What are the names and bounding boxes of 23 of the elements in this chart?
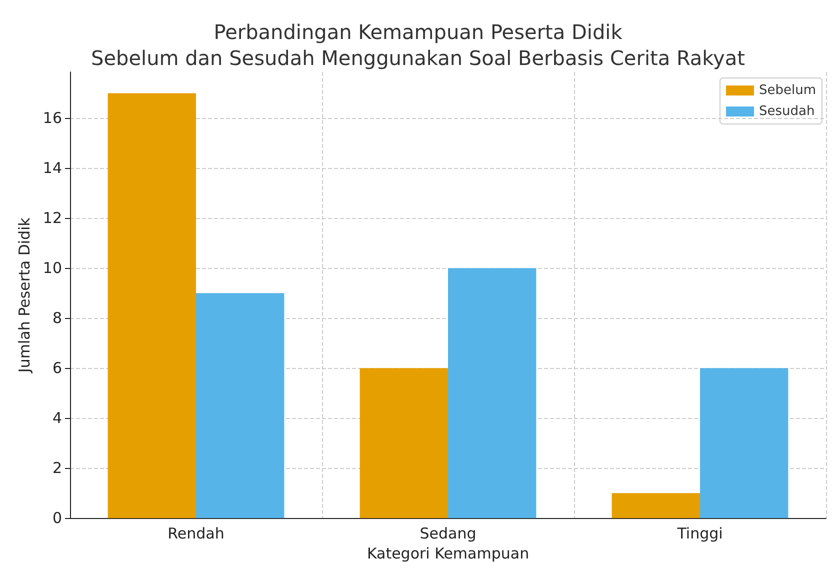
- y-tick-label: 4: [52, 409, 62, 428]
- bar: [196, 293, 284, 518]
- x-tick-label: Rendah: [168, 524, 224, 543]
- y-axis-title: Jumlah Peserta Didik: [16, 217, 34, 374]
- y-tick-label: 16: [42, 109, 62, 128]
- chart-title: Perbandingan Kemampuan Peserta Didik Sebelum dan Sesudah Menggunakan Soal Berbasis Cerita Rakyat: [91, 20, 746, 70]
- y-tick-label: 12: [42, 209, 62, 228]
- y-tick-label: 6: [52, 359, 62, 378]
- bar: [612, 493, 700, 518]
- y-tick-label: 14: [42, 159, 62, 178]
- y-tick-label: 10: [42, 259, 62, 278]
- x-tick-label: Tinggi: [676, 524, 723, 543]
- x-axis-title: Kategori Kemampuan: [366, 544, 530, 562]
- x-tick-label: Sedang: [420, 524, 476, 543]
- legend-label: Sebelum: [758, 83, 816, 98]
- y-tick-label: 8: [52, 309, 62, 328]
- legend-label: Sesudah: [758, 104, 815, 119]
- bar: [448, 268, 536, 518]
- bar: [700, 368, 788, 518]
- y-tick-label: 2: [52, 459, 62, 478]
- bar: [108, 93, 196, 518]
- bar: [360, 368, 448, 518]
- y-tick-label: 0: [52, 509, 62, 528]
